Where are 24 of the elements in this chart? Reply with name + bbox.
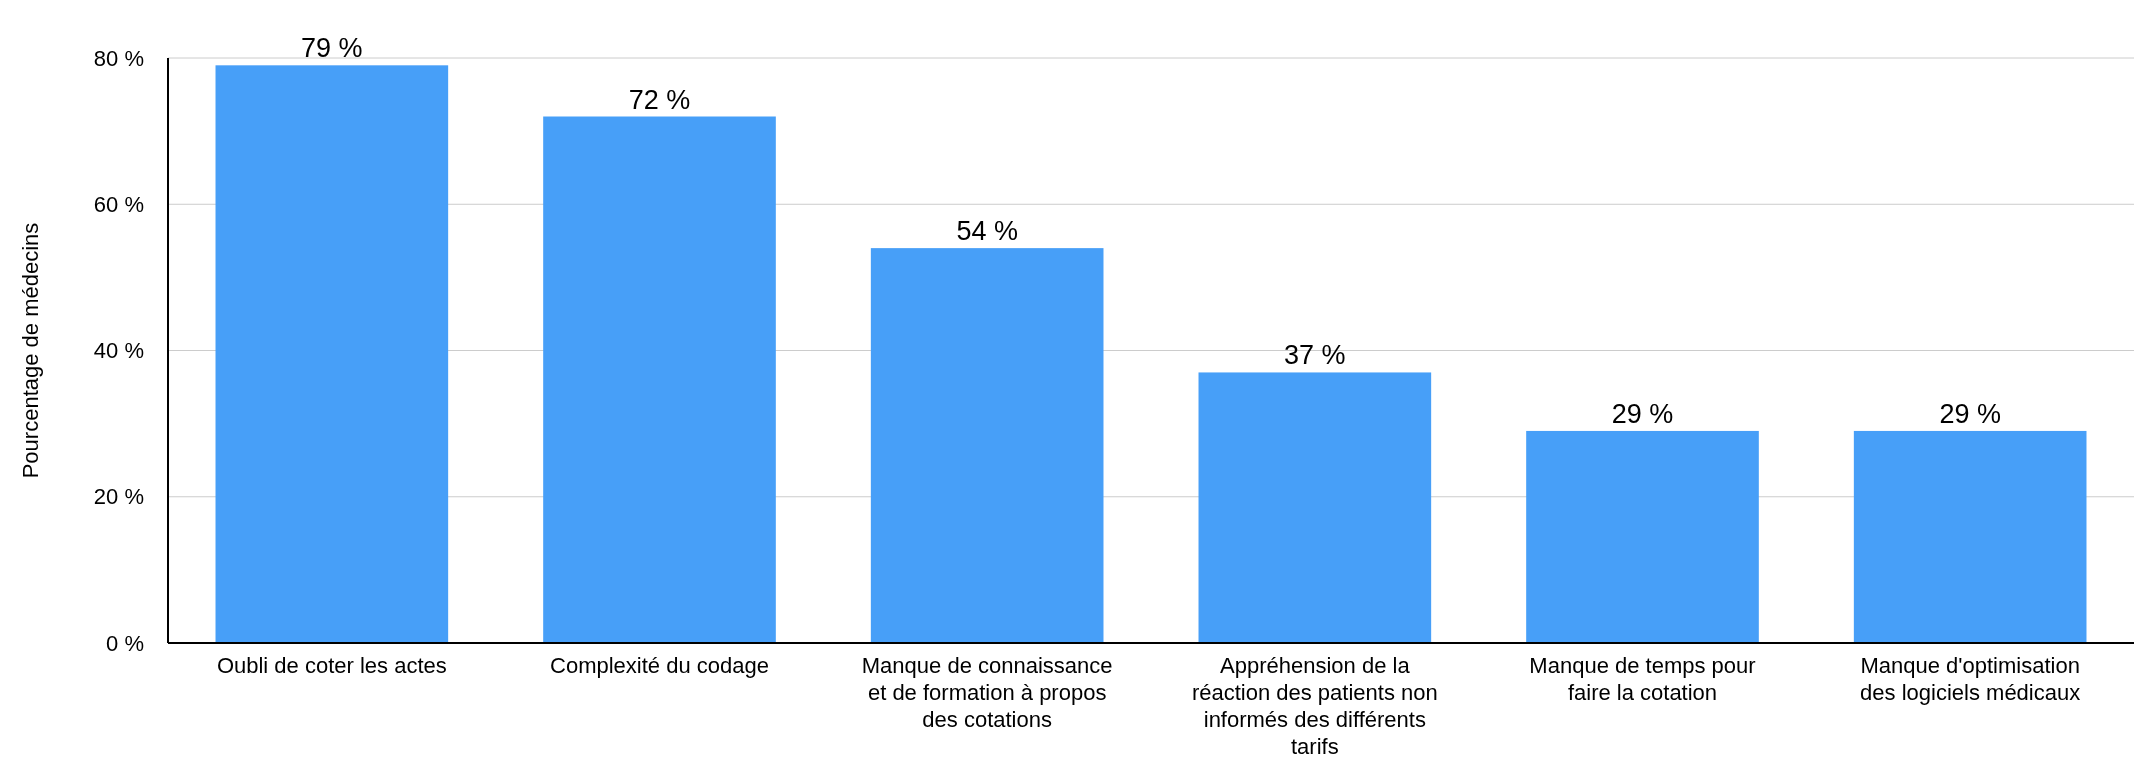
- bar: [1198, 372, 1432, 643]
- y-axis-title: Pourcentage de médecins: [18, 222, 43, 479]
- data-label: 37 %: [1284, 340, 1346, 371]
- x-tick-label: Manque de temps pour faire la cotation: [1529, 653, 1756, 705]
- data-label: 72 %: [628, 84, 691, 115]
- x-tick-label: Manque d'optimisation des logiciels médicaux: [1860, 653, 2081, 705]
- x-tick-label: Manque de connaissance et de formation à propos des cotations: [861, 653, 1113, 732]
- data-label: 29 %: [1939, 398, 2001, 429]
- data-label: 54 %: [956, 216, 1018, 247]
- x-tick-label: Oubli de coter les actes: [216, 653, 447, 678]
- x-tick-label: Appréhension de la réaction des patients non informés des différents tarifs: [1191, 653, 1438, 759]
- x-tick-label: Complexité du codage: [550, 653, 769, 678]
- bar: [870, 248, 1104, 643]
- bar: [543, 116, 776, 643]
- bar: [215, 65, 449, 643]
- data-label: 29 %: [1611, 398, 1674, 429]
- y-tick-label: 60 %: [93, 191, 144, 217]
- bar: [1526, 430, 1759, 643]
- bar: [1853, 430, 2087, 643]
- y-tick-label: 0 %: [106, 630, 144, 656]
- y-tick-label: 20 %: [93, 484, 144, 510]
- data-label: 79 %: [301, 33, 363, 64]
- y-tick-label: 80 %: [93, 45, 144, 71]
- y-tick-label: 40 %: [93, 338, 144, 364]
